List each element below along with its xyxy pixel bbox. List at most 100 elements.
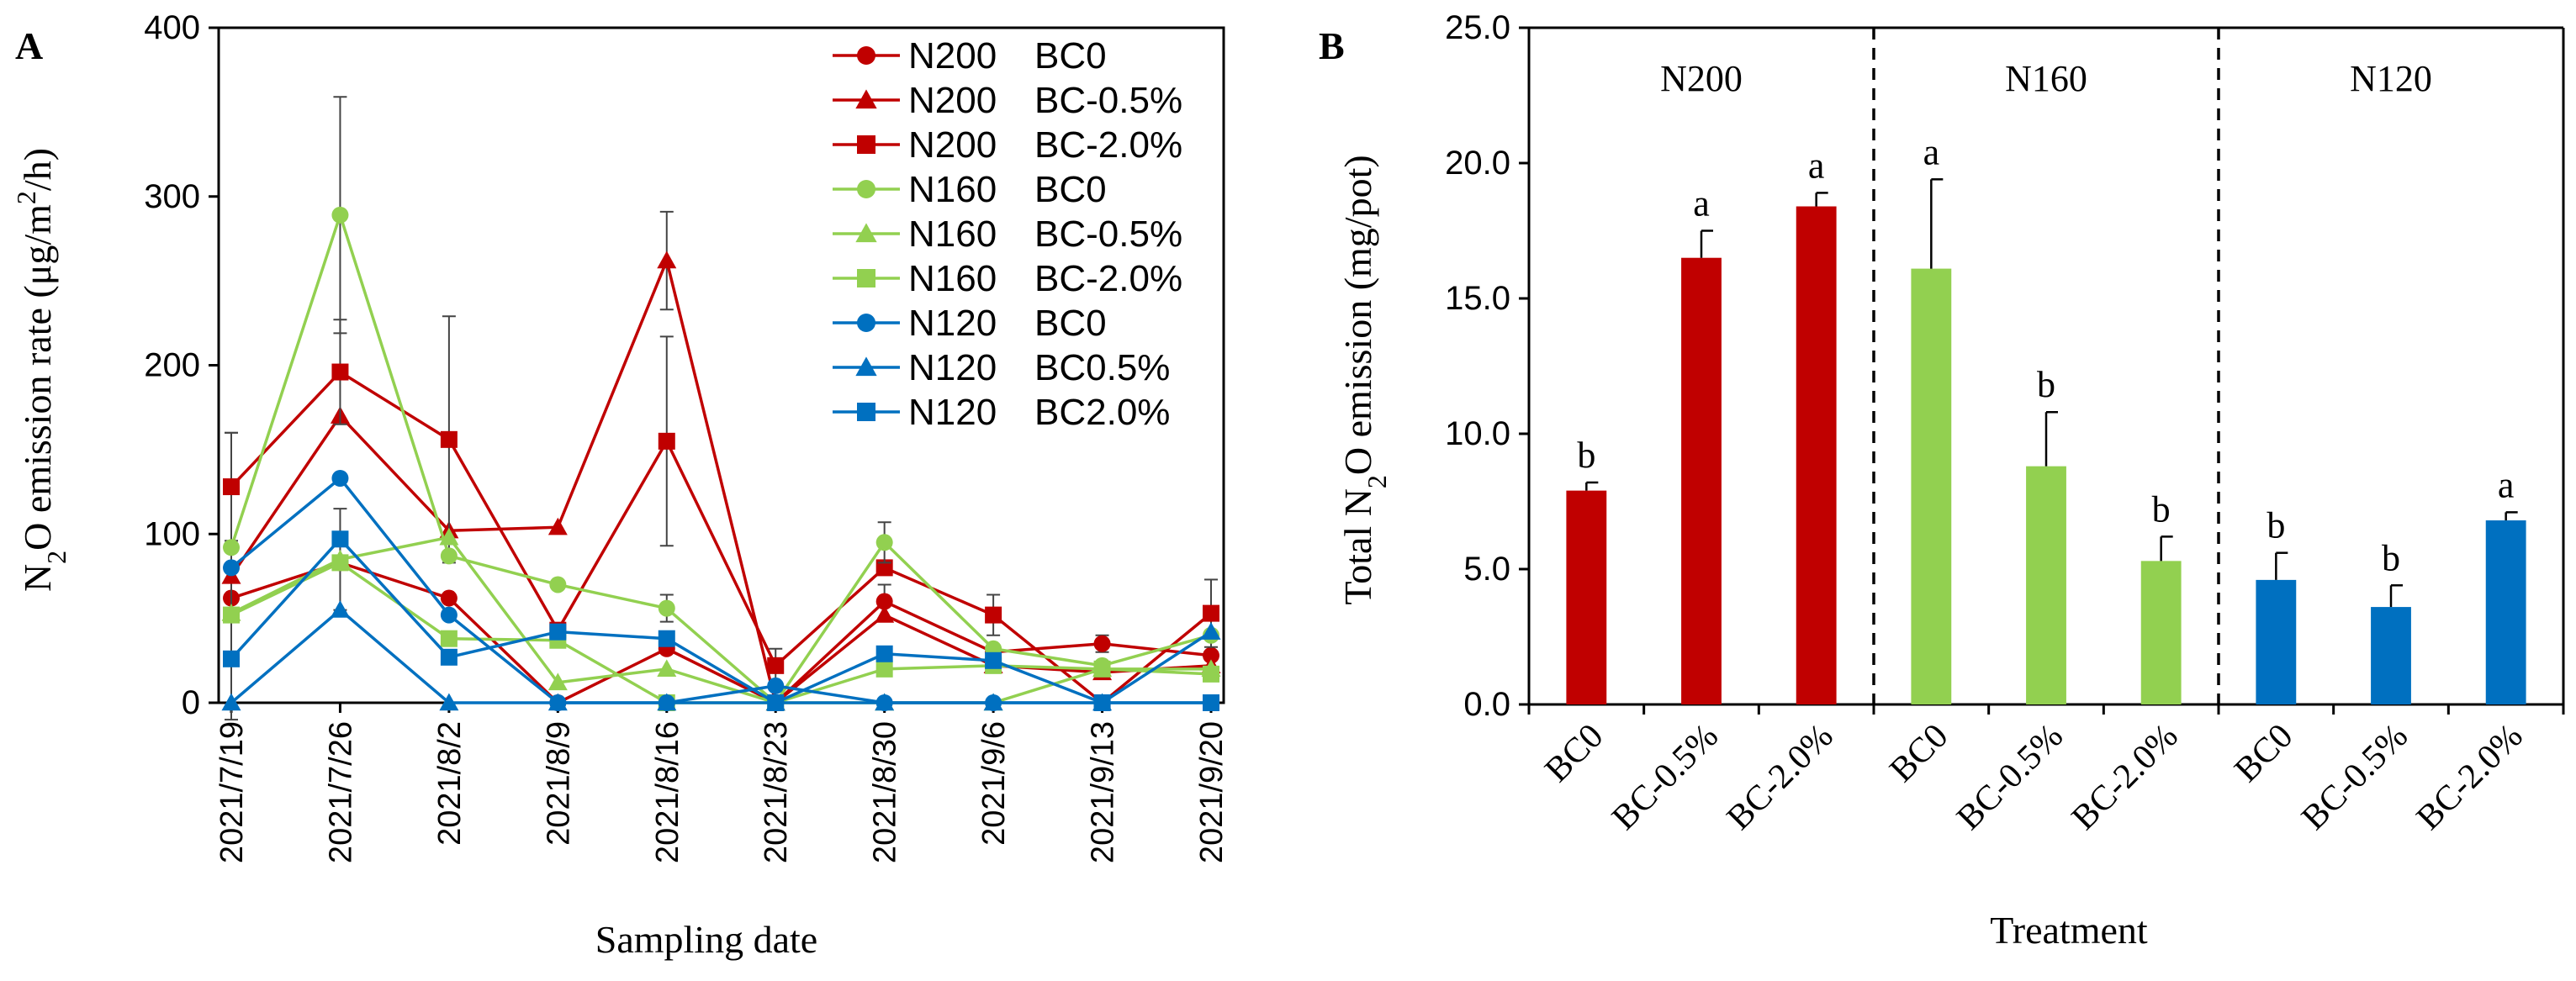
legend-marker — [857, 46, 875, 65]
data-point — [547, 517, 568, 535]
panel-b-label: B — [1319, 24, 1345, 67]
legend-item: N120 BC2.0% — [833, 392, 1170, 433]
data-point — [331, 530, 349, 548]
data-point — [767, 694, 785, 711]
data-point — [440, 589, 458, 607]
legend-bc-label: BC-2.0% — [1034, 258, 1182, 299]
x-tick-label-a: 2021/8/30 — [868, 721, 903, 863]
ylabel-a-suffix: /h) — [16, 148, 59, 191]
data-point — [1203, 646, 1219, 664]
significance-letter: a — [1923, 131, 1940, 172]
legend-marker — [857, 403, 875, 421]
legend-item: N160 BC0 — [833, 169, 1107, 210]
data-point — [223, 650, 240, 667]
data-point — [549, 623, 567, 641]
bar — [2256, 579, 2297, 704]
y-tick-label-a: 0 — [182, 684, 200, 721]
data-point — [875, 660, 893, 678]
significance-letter: b — [2152, 488, 2171, 530]
panel-b-y-axis-label: Total N2O emission (mg/pot) — [1336, 155, 1392, 604]
series-line — [230, 608, 1212, 704]
legend-bc-label: BC-0.5% — [1034, 80, 1182, 121]
significance-letter: b — [2037, 364, 2055, 405]
data-point — [440, 630, 458, 647]
bar — [2140, 561, 2182, 704]
data-point — [983, 693, 1003, 711]
series-n200-bc-2-0- — [223, 315, 1219, 711]
series-n200-bc0 — [223, 554, 1219, 711]
panel-b-bars: N200 b BC0 a BC-0.5% a BC-2.0% N160 a BC0 b BC-0.5%… — [1537, 58, 2530, 837]
bar — [1566, 490, 1607, 704]
x-tick-label-b: BC-0.5% — [1949, 717, 2071, 838]
data-point — [440, 430, 458, 448]
data-point — [223, 606, 240, 624]
bar — [2026, 466, 2066, 704]
x-tick-label-a: 2021/9/6 — [976, 721, 1012, 846]
data-point — [1093, 635, 1111, 652]
y-tick-label-b: 5.0 — [1463, 551, 1510, 588]
data-point — [658, 432, 675, 450]
data-point — [875, 593, 893, 610]
data-point — [439, 693, 459, 711]
legend-n-label: N160 — [908, 214, 997, 255]
legend-marker — [857, 180, 875, 198]
series-n160-bc-2-0- — [223, 554, 1219, 711]
legend-marker — [857, 314, 875, 332]
ylabel-b-suffix: O emission (mg/pot) — [1336, 155, 1379, 475]
x-tick-label-a: 2021/9/20 — [1194, 721, 1230, 863]
significance-letter: b — [1577, 435, 1595, 476]
panel-a-axes: 0 100 200 300 400 2021/7/19 2021/7/26 2021/8/2 2… — [144, 9, 1230, 863]
ylabel-a-prefix: N — [16, 564, 59, 592]
ylabel-a-mid: O emission rate (μg/m — [16, 204, 59, 551]
y-tick-label-a: 400 — [144, 9, 200, 46]
data-point — [549, 576, 567, 593]
y-tick-label-b: 10.0 — [1445, 415, 1510, 452]
data-point — [1093, 694, 1111, 711]
x-tick-label-b: BC-2.0% — [1720, 717, 1841, 838]
significance-letter: b — [2382, 537, 2400, 578]
x-tick-label-b: BC-2.0% — [2065, 717, 2186, 838]
legend-item: N120 BC0.5% — [833, 347, 1170, 388]
legend-item: N120 BC0 — [833, 303, 1107, 344]
data-point — [767, 657, 785, 674]
data-point — [657, 251, 677, 269]
x-tick-label-b: BC-0.5% — [2294, 717, 2415, 838]
bar — [2485, 520, 2526, 704]
series-line — [230, 536, 1211, 704]
series-line — [230, 561, 1212, 705]
legend-bc-label: BC-2.0% — [1034, 124, 1182, 166]
legend-n-label: N120 — [908, 303, 997, 344]
series-line — [230, 210, 1212, 705]
x-tick-label-a: 2021/8/16 — [650, 721, 685, 863]
y-tick-label-b: 20.0 — [1445, 145, 1510, 182]
data-point — [657, 659, 677, 678]
x-tick-label-a: 2021/9/13 — [1086, 721, 1121, 863]
y-tick-label-b: 0.0 — [1463, 686, 1510, 723]
x-tick-label-a: 2021/7/26 — [323, 721, 358, 863]
data-point — [1201, 622, 1221, 640]
data-point — [875, 534, 893, 551]
data-point — [440, 606, 458, 624]
bar — [1681, 257, 1722, 704]
data-point — [875, 693, 895, 711]
x-tick-label-a: 2021/7/19 — [214, 721, 250, 863]
significance-letter: a — [1693, 183, 1710, 224]
data-point — [1203, 604, 1219, 622]
data-point — [875, 645, 893, 662]
legend-marker — [857, 135, 875, 154]
bar — [1911, 268, 1952, 705]
legend-marker — [857, 269, 875, 287]
legend-n-label: N200 — [908, 35, 997, 76]
legend-item: N200 BC0 — [833, 35, 1107, 76]
series-line — [230, 256, 1212, 706]
bar — [1796, 206, 1837, 704]
panel-a-y-axis-label: N2O emission rate (μg/m2/h) — [11, 148, 71, 592]
x-tick-label-a: 2021/8/23 — [759, 721, 794, 863]
legend-item: N200 BC-2.0% — [833, 124, 1182, 166]
data-point — [223, 539, 240, 556]
ylabel-a-sup: 2 — [11, 191, 41, 204]
ylabel-a-sub: 2 — [41, 551, 71, 564]
bar-group-n120: N120 b BC0 b BC-0.5% a BC-2.0% — [2227, 58, 2530, 837]
legend-marker — [855, 89, 877, 109]
